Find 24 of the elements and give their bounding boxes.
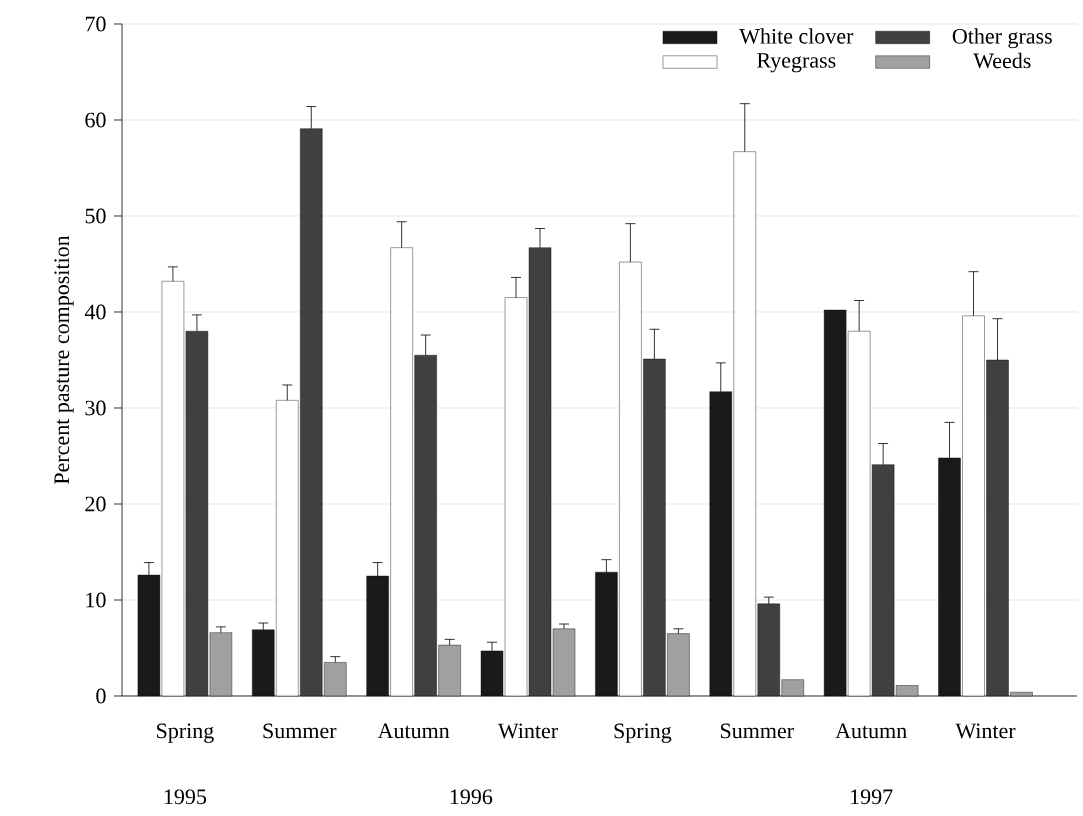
- text: 1997: [851, 789, 893, 805]
- legend-label: Weeds: [973, 52, 1031, 69]
- x-tick-label: Summer: [720, 723, 794, 739]
- x-tick-label: Summer: [263, 723, 337, 739]
- y-tick-label: 20: [85, 496, 106, 512]
- y-tick-label: 40: [84, 304, 106, 320]
- y-tick-label: 70: [85, 16, 106, 32]
- legend-label: Other grass: [952, 28, 1052, 49]
- y-tick-label: 30: [85, 400, 106, 416]
- legend-label: White clover: [739, 28, 854, 44]
- y-axis-title: Percent pasture composition: [54, 235, 74, 485]
- x-tick-label: Autumn: [377, 723, 450, 739]
- text: 1996: [450, 789, 493, 805]
- y-tick-label: 50: [85, 208, 106, 224]
- legend-label: Ryegrass: [757, 53, 836, 73]
- x-tick-label: Winter: [497, 723, 558, 739]
- x-tick-label: Autumn: [835, 723, 907, 739]
- y-tick-label: 60: [85, 112, 106, 128]
- y-tick-label: 10: [86, 592, 106, 608]
- text: 1995: [164, 789, 207, 805]
- x-tick-label: Spring: [157, 723, 214, 743]
- y-tick-label: 0: [96, 688, 106, 704]
- x-tick-label: Spring: [614, 723, 672, 743]
- x-tick-label: Winter: [955, 723, 1016, 739]
